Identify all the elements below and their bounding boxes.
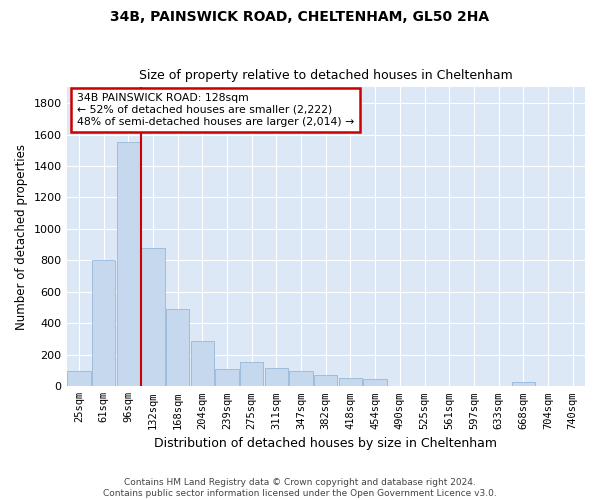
Text: 34B PAINSWICK ROAD: 128sqm
← 52% of detached houses are smaller (2,222)
48% of s: 34B PAINSWICK ROAD: 128sqm ← 52% of deta…: [77, 94, 354, 126]
Bar: [191, 340, 214, 386]
Bar: [215, 369, 239, 386]
Bar: [512, 382, 535, 386]
X-axis label: Distribution of detached houses by size in Cheltenham: Distribution of detached houses by size …: [154, 437, 497, 450]
Bar: [116, 142, 140, 386]
Text: Contains HM Land Registry data © Crown copyright and database right 2024.
Contai: Contains HM Land Registry data © Crown c…: [103, 478, 497, 498]
Bar: [92, 260, 115, 386]
Bar: [265, 368, 288, 386]
Bar: [141, 248, 164, 386]
Bar: [166, 309, 190, 386]
Bar: [289, 370, 313, 386]
Y-axis label: Number of detached properties: Number of detached properties: [15, 144, 28, 330]
Text: 34B, PAINSWICK ROAD, CHELTENHAM, GL50 2HA: 34B, PAINSWICK ROAD, CHELTENHAM, GL50 2H…: [110, 10, 490, 24]
Bar: [364, 379, 387, 386]
Bar: [67, 370, 91, 386]
Title: Size of property relative to detached houses in Cheltenham: Size of property relative to detached ho…: [139, 69, 512, 82]
Bar: [240, 362, 263, 386]
Bar: [339, 378, 362, 386]
Bar: [314, 374, 337, 386]
